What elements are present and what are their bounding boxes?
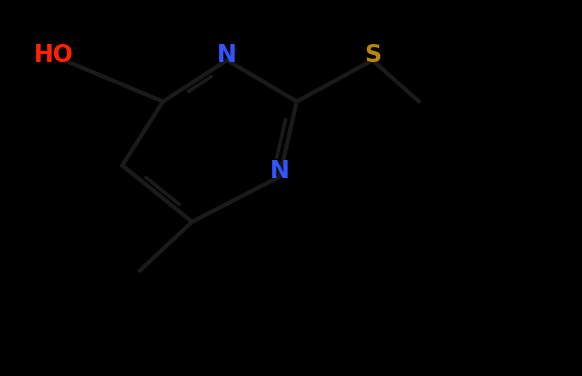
Text: S: S <box>364 42 381 67</box>
Text: HO: HO <box>34 42 73 67</box>
Text: N: N <box>269 159 289 183</box>
Text: N: N <box>217 42 237 67</box>
